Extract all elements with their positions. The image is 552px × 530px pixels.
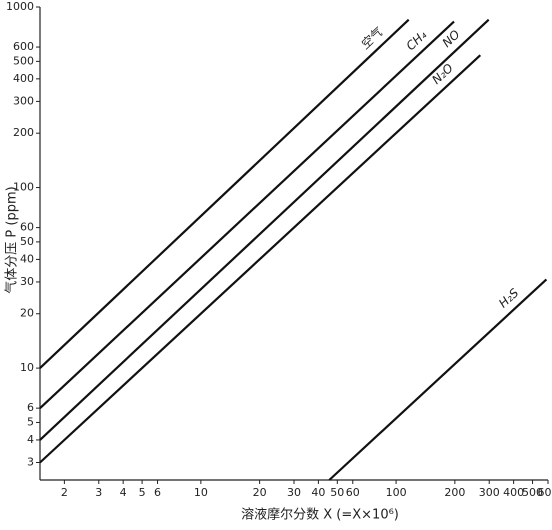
- y-tick-label: 600: [13, 40, 34, 53]
- series-line: [39, 54, 482, 464]
- series-line: [328, 278, 548, 481]
- y-tick-label: 4: [27, 433, 34, 446]
- series-label: 空气: [358, 24, 387, 52]
- y-tick-label: 6: [27, 401, 34, 414]
- y-tick-label: 400: [13, 72, 34, 85]
- x-tick-label: 200: [444, 486, 465, 499]
- y-tick-label: 60: [20, 221, 34, 234]
- y-tick-label: 50: [20, 235, 34, 248]
- y-tick-label: 3: [27, 456, 34, 469]
- x-tick-label: 4: [120, 486, 127, 499]
- series-line: [39, 18, 410, 369]
- y-tick-label: 500: [13, 54, 34, 67]
- y-tick-label: 40: [20, 252, 34, 265]
- x-tick-label: 40: [311, 486, 325, 499]
- series-line: [39, 20, 455, 410]
- series-label: N₂O: [429, 61, 456, 87]
- y-tick-label: 300: [13, 94, 34, 107]
- x-tick-label: 60: [346, 486, 360, 499]
- x-tick-label: 3: [95, 486, 102, 499]
- x-tick-label: 20: [253, 486, 267, 499]
- y-tick-label: 1000: [6, 0, 34, 13]
- x-axis-label: 溶液摩尔分数 X (=X×10⁶): [241, 507, 399, 523]
- x-tick-label: 50: [330, 486, 344, 499]
- x-tick-label: 5: [139, 486, 146, 499]
- x-tick-label: 500: [522, 486, 543, 499]
- x-tick-label: 600: [538, 486, 552, 499]
- y-tick-label: 30: [20, 275, 34, 288]
- x-tick-label: 2: [61, 486, 68, 499]
- y-tick-label: 5: [27, 415, 34, 428]
- x-tick-label: 100: [386, 486, 407, 499]
- y-tick-label: 20: [20, 307, 34, 320]
- series-line: [39, 18, 490, 441]
- x-tick-label: 400: [503, 486, 524, 499]
- y-tick-label: 10: [20, 361, 34, 374]
- y-tick-label: 200: [13, 126, 34, 139]
- x-tick-label: 10: [194, 486, 208, 499]
- y-axis-label: 气体分压 P (ppm): [4, 186, 20, 293]
- x-tick-label: 30: [287, 486, 301, 499]
- x-tick-label: 6: [154, 486, 161, 499]
- y-tick-label: 100: [13, 181, 34, 194]
- x-tick-label: 300: [479, 486, 500, 499]
